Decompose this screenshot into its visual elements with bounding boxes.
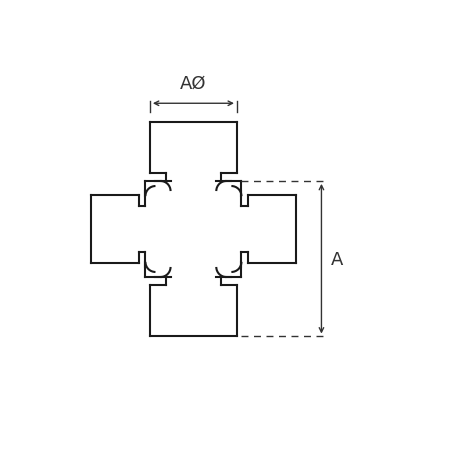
Text: A: A — [330, 250, 342, 268]
Text: AØ: AØ — [180, 75, 206, 93]
